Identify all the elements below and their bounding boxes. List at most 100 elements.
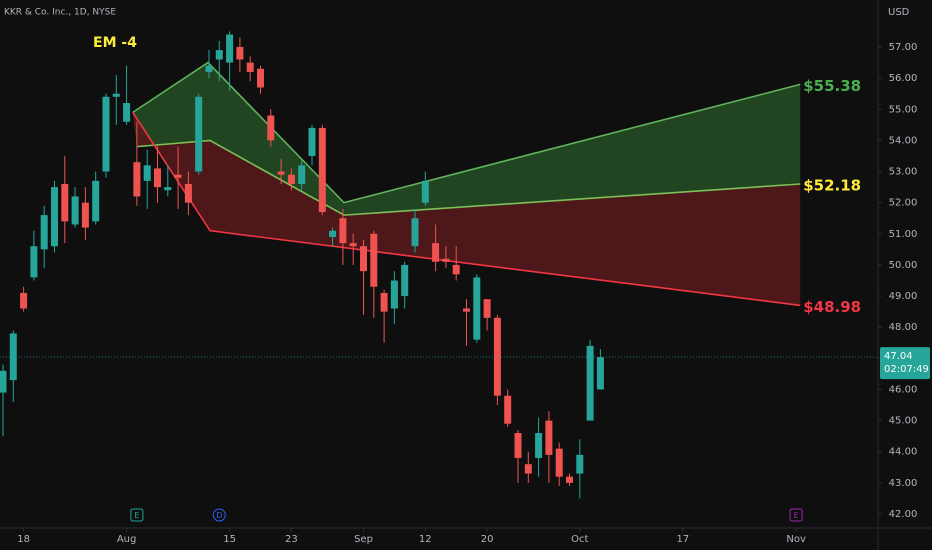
y-tick-label: 57.00 <box>889 42 918 53</box>
candle-body <box>586 345 594 421</box>
candle-body <box>184 183 192 203</box>
candle-body <box>596 357 604 390</box>
y-tick-label: 42.00 <box>889 509 918 520</box>
y-tick-label: 54.00 <box>889 135 918 146</box>
candle-body <box>370 233 378 287</box>
candle-body <box>20 292 28 309</box>
candle-body <box>112 93 120 97</box>
candle-body <box>256 68 264 88</box>
candle-body <box>195 96 203 172</box>
y-tick-label: 53.00 <box>889 167 918 178</box>
candle-body <box>535 433 543 458</box>
band-label: $48.98 <box>803 298 861 316</box>
candle-body <box>308 127 316 156</box>
candle-body <box>401 264 409 297</box>
candle-body <box>555 448 563 477</box>
candle-body <box>123 103 131 122</box>
x-tick-label: Aug <box>117 534 137 545</box>
y-tick-label: 44.00 <box>889 447 918 458</box>
candle-body <box>545 420 553 455</box>
candle-body <box>566 476 574 483</box>
x-tick-label: 18 <box>17 534 30 545</box>
x-tick-label: 15 <box>223 534 236 545</box>
candle-body <box>339 218 347 244</box>
x-tick-label: Oct <box>571 534 588 545</box>
plot-area: $55.38 $52.18 $48.98 <box>0 31 861 499</box>
candle-body <box>153 168 161 188</box>
x-tick-label: 12 <box>419 534 432 545</box>
candle-body <box>9 333 17 381</box>
x-tick-label: Sep <box>354 534 373 545</box>
y-tick-label: 55.00 <box>889 104 918 115</box>
y-tick-label: 45.00 <box>889 416 918 427</box>
candle-body <box>421 180 429 203</box>
candle-body <box>473 277 481 340</box>
candle-body <box>329 230 337 237</box>
y-tick-label: 43.00 <box>889 478 918 489</box>
event-icon <box>212 508 226 522</box>
candle-body <box>174 174 182 178</box>
candle-body <box>432 243 440 262</box>
currency-label: USD <box>888 7 910 18</box>
y-tick-label: 51.00 <box>889 229 918 240</box>
band-fill <box>132 112 801 306</box>
candle-body <box>81 202 89 228</box>
candle-body <box>483 299 491 318</box>
candle-body <box>287 174 295 184</box>
candle-body <box>102 96 110 172</box>
candle-body <box>524 464 532 474</box>
candle-body <box>298 165 306 184</box>
chart-title: KKR & Co. Inc., 1D, NYSE <box>4 8 116 18</box>
candle-body <box>246 62 254 72</box>
band-label: $52.18 <box>803 176 861 194</box>
y-tick-label: 49.00 <box>889 291 918 302</box>
candle-body <box>267 115 275 141</box>
candle-body <box>236 47 244 60</box>
candle-body <box>205 65 213 72</box>
x-tick-label: 20 <box>481 534 494 545</box>
candle-body <box>71 196 79 225</box>
candle-body <box>277 171 285 175</box>
candle-body <box>576 454 584 474</box>
event-label: E <box>134 511 139 520</box>
y-tick-label: 52.00 <box>889 198 918 209</box>
annotation: EM -4 <box>93 35 137 51</box>
candle-body <box>452 264 460 275</box>
event-label: E <box>794 511 799 520</box>
candle-body <box>380 292 388 312</box>
candle-body <box>411 218 419 247</box>
candle-body <box>92 180 100 222</box>
candle-body <box>215 50 223 60</box>
candle-body <box>30 246 38 278</box>
band-line <box>132 111 801 307</box>
band-line <box>132 61 801 204</box>
x-tick-label: 17 <box>676 534 689 545</box>
candle-body <box>133 162 141 197</box>
candle-body <box>349 243 357 247</box>
y-tick-label: 48.00 <box>889 322 918 333</box>
band-label: $55.38 <box>803 77 861 95</box>
candle-body <box>318 127 326 213</box>
y-tick-label: 56.00 <box>889 73 918 84</box>
event-label: D <box>216 511 222 520</box>
band-line <box>136 139 801 216</box>
candle-body <box>40 215 48 250</box>
candle-body <box>143 165 151 181</box>
last-price-box <box>880 347 930 380</box>
candle-body <box>164 187 172 191</box>
y-tick-label: 50.00 <box>889 260 918 271</box>
candle-body <box>463 308 471 312</box>
candle-body <box>61 183 69 222</box>
candle-body <box>390 280 398 309</box>
y-tick-label: 46.00 <box>889 384 918 395</box>
event-icon <box>789 508 803 522</box>
event-icon <box>130 508 144 522</box>
x-tick-label: 23 <box>285 534 298 545</box>
last-price-label: 47.04 <box>884 351 913 362</box>
candle-body <box>493 317 501 396</box>
countdown: 02:07:49 <box>884 364 929 375</box>
candle-body <box>359 246 367 272</box>
candle-body <box>442 258 450 262</box>
candle-body <box>226 34 234 63</box>
